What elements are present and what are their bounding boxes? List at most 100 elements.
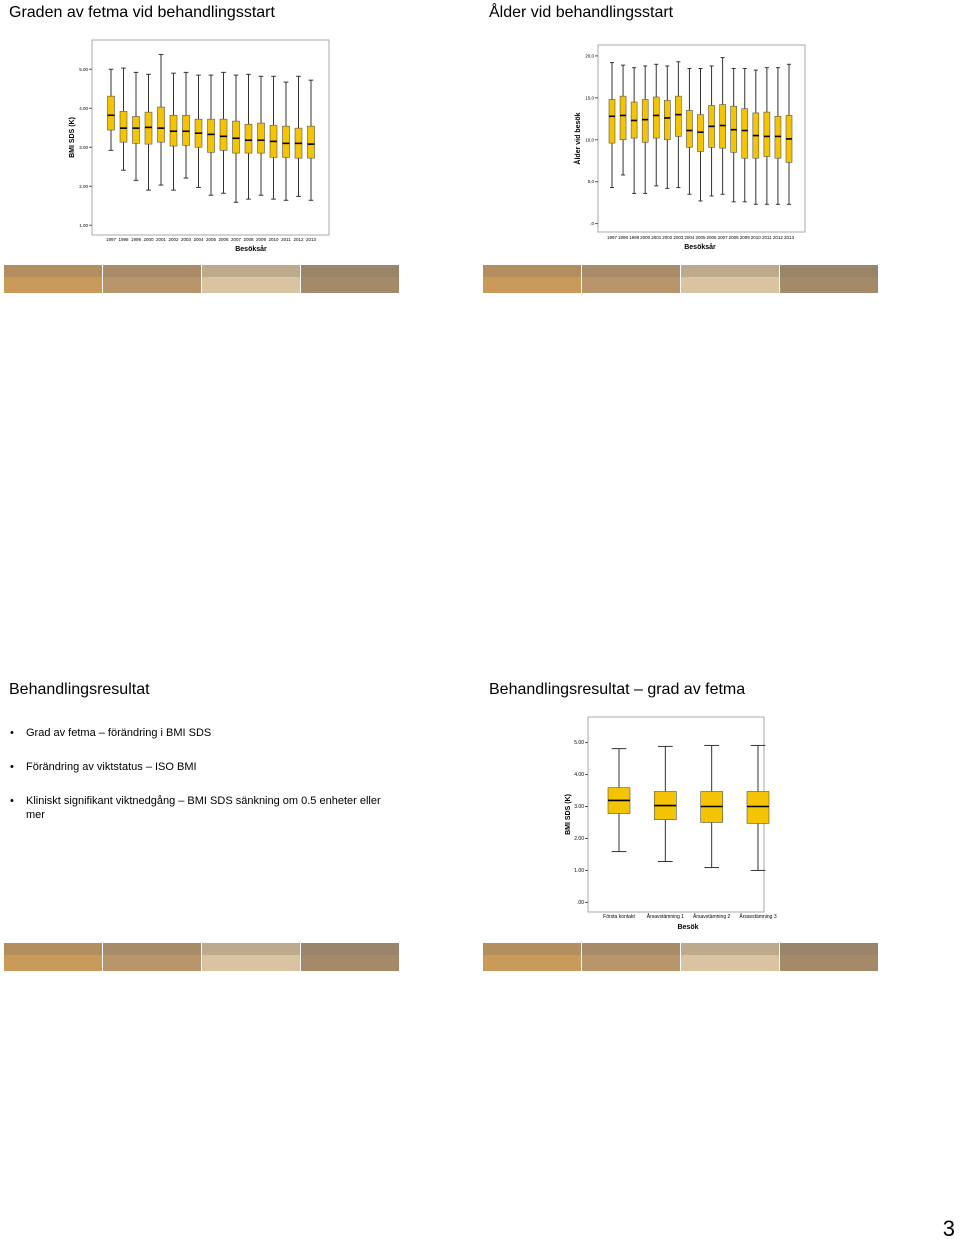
y-tick-label: 5,0 [588,179,595,184]
photo-strip [4,265,102,293]
box [608,99,616,144]
x-tick-label: 2005 [695,235,706,240]
x-tick-label: 2000 [143,237,154,242]
photo-strip [681,943,779,971]
photo-strip [483,943,581,971]
x-tick-label: 1997 [106,237,117,242]
x-tick-label: 2008 [729,235,740,240]
x-tick-label: 2010 [751,235,762,240]
box [619,95,627,141]
photo-strip-shade [780,265,878,277]
photo-strip-shade [483,943,581,955]
x-tick-label: Första kontakt [603,914,635,920]
x-tick-label: 2006 [218,237,229,242]
photo-strip-shade [301,943,399,955]
x-tick-label: 2008 [243,237,254,242]
x-tick-label: 1999 [629,235,640,240]
photo-strip-shade [301,265,399,277]
y-axis-title: BMI SDS (K) [565,794,572,835]
x-tick-label: 2013 [306,237,317,242]
photo-strip [681,265,779,293]
y-axis-title: BMI SDS (K) [69,117,76,158]
photo-strip [4,943,102,971]
x-tick-label: Årsavstämning 2 [693,913,730,920]
photo-strip-shade [582,265,680,277]
bullet: Förändring av viktstatus – ISO BMI [10,760,400,774]
box [219,118,228,151]
photo-strip [582,943,680,971]
x-tick-label: 1997 [607,235,618,240]
photo-strip [103,265,201,293]
page-number: 3 [943,1216,955,1239]
photo-strip-shade [483,265,581,277]
x-tick-label: 2012 [293,237,304,242]
x-tick-label: 2009 [256,237,267,242]
x-tick-label: 2012 [773,235,784,240]
box [774,115,782,159]
x-tick-label: 2011 [762,235,772,240]
photo-strip [301,943,399,971]
photo-strip-shade [4,943,102,955]
bullet: Kliniskt signifikant viktnedgång – BMI S… [10,794,400,822]
y-tick-label: ,0 [590,221,594,226]
slide-title: Behandlingsresultat – grad av fetma [489,681,745,698]
photo-strip-shade [202,265,300,277]
photo-strip [582,265,680,293]
box [107,95,115,131]
y-tick-label: 3.00 [79,145,88,150]
photo-strip [202,943,300,971]
y-axis-title: Ålder vid besök [573,112,582,164]
box [244,123,253,154]
photo-strip [103,943,201,971]
box [719,104,726,149]
photo-strip-shade [780,943,878,955]
x-tick-label: 2004 [193,237,204,242]
photo-strip-shade [681,943,779,955]
y-tick-label: 1.00 [79,223,88,228]
box [119,111,128,143]
photo-strip-shade [4,265,102,277]
box [132,116,140,144]
x-tick-label: 2013 [784,235,795,240]
box [763,111,771,157]
x-tick-label: 2001 [156,237,167,242]
x-tick-label: 2006 [707,235,718,240]
y-tick-label: 2.00 [79,184,88,189]
x-tick-label: 2009 [740,235,751,240]
y-tick-label: 20,0 [585,53,594,58]
slide-title: Graden av fetma vid behandlingsstart [9,4,275,21]
y-tick-label: 15,0 [585,95,594,100]
y-tick-label: 1.00 [574,868,584,874]
box [652,96,660,139]
x-tick-label: 1999 [131,237,142,242]
y-tick-label: 5.00 [79,67,88,72]
x-tick-label: 2003 [673,235,684,240]
photo-strip [301,265,399,293]
x-tick-label: 2007 [231,237,242,242]
photo-strip-shade [103,943,201,955]
slide-title: Behandlingsresultat [9,681,150,698]
x-axis-title: Besök [677,924,698,931]
box [746,791,770,824]
box [675,95,682,137]
x-tick-label: 2004 [684,235,695,240]
y-tick-label: 4.00 [79,106,88,111]
photo-strip [202,265,300,293]
box [741,108,749,159]
box [307,125,315,159]
y-tick-label: 4.00 [574,772,584,778]
y-tick-label: 2.00 [574,836,584,842]
photo-strip [483,265,581,293]
box [664,100,671,141]
y-tick-label: 5.00 [574,740,584,746]
x-tick-label: Årsavstämning 3 [739,913,776,920]
x-tick-label: 2002 [662,235,673,240]
x-tick-label: 2002 [168,237,179,242]
slide-title: Ålder vid behandlingsstart [489,2,674,21]
x-tick-label: 2010 [268,237,279,242]
y-tick-label: .00 [577,900,584,906]
box [686,110,693,148]
photo-strip-shade [202,943,300,955]
photo-strip-shade [103,265,201,277]
